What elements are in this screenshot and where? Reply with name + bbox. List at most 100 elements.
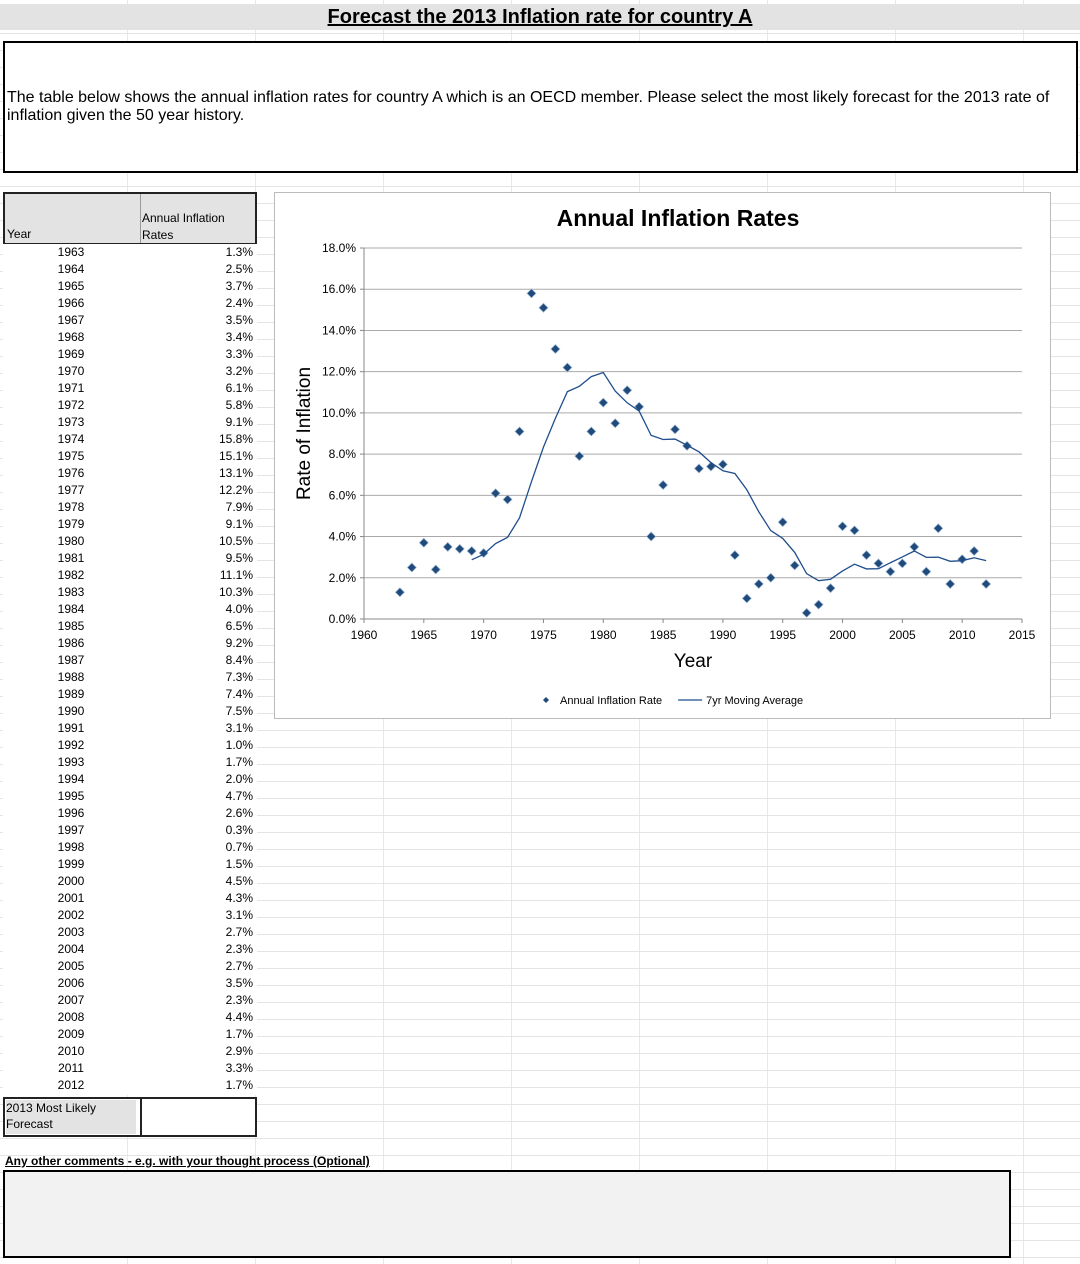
rate-cell: 2.9% [225, 1044, 253, 1058]
rate-cell: 7.5% [225, 704, 253, 718]
rate-cell: 3.4% [225, 330, 253, 344]
legend-swatch [543, 697, 549, 703]
rate-cell: 5.8% [225, 398, 253, 412]
header-year: Year [7, 227, 32, 241]
year-cell: 1984 [57, 602, 85, 616]
data-point [813, 599, 824, 610]
rate-cell: 8.4% [225, 653, 253, 667]
year-cell: 1970 [57, 364, 85, 378]
rate-cell: 6.5% [225, 619, 253, 633]
year-cell: 1985 [57, 619, 85, 633]
header-rate: Annual Inflation Rates [142, 211, 225, 242]
y-tick-label: 4.0% [329, 530, 357, 544]
rate-cell: 1.0% [225, 738, 253, 752]
forecast-row: 2013 Most Likely Forecast [3, 1097, 257, 1137]
rate-cell: 9.1% [225, 415, 253, 429]
rate-cell: 2.5% [225, 262, 253, 276]
year-cell: 1996 [57, 806, 85, 820]
y-tick-label: 12.0% [322, 365, 356, 379]
x-tick-label: 1995 [769, 628, 796, 642]
data-point [981, 578, 992, 589]
data-point [598, 397, 609, 408]
data-point [825, 583, 836, 594]
y-tick-label: 14.0% [322, 323, 356, 337]
year-cell: 1990 [57, 704, 85, 718]
x-tick-label: 2000 [829, 628, 856, 642]
x-tick-label: 1970 [470, 628, 497, 642]
year-cell: 1965 [57, 279, 85, 293]
rate-cell: 2.4% [225, 296, 253, 310]
y-axis-label: Rate of Inflation [294, 367, 315, 500]
rate-cell: 2.7% [225, 925, 253, 939]
year-cell: 2004 [57, 942, 85, 956]
year-cell: 2008 [57, 1010, 85, 1024]
year-cell: 1989 [57, 687, 85, 701]
page-title: Forecast the 2013 Inflation rate for cou… [0, 4, 1080, 30]
rate-cell: 4.4% [225, 1010, 253, 1024]
year-cell: 2005 [57, 959, 85, 973]
data-point [418, 537, 429, 548]
year-cell: 1982 [57, 568, 85, 582]
rate-cell: 2.7% [225, 959, 253, 973]
data-point [670, 424, 681, 435]
data-point [957, 554, 968, 565]
data-point [789, 560, 800, 571]
comments-input[interactable] [3, 1170, 1011, 1258]
data-point [945, 578, 956, 589]
rate-cell: 0.7% [225, 840, 253, 854]
x-tick-label: 1990 [710, 628, 737, 642]
y-tick-label: 16.0% [322, 282, 356, 296]
y-tick-label: 2.0% [329, 571, 357, 585]
rate-cell: 13.1% [218, 466, 253, 480]
rate-cell: 10.3% [218, 585, 253, 599]
data-point [466, 545, 477, 556]
rate-cell: 2.0% [225, 772, 253, 786]
year-cell: 2001 [57, 891, 85, 905]
year-cell: 1975 [57, 449, 85, 463]
rate-cell: 1.5% [225, 857, 253, 871]
year-cell: 1998 [57, 840, 85, 854]
data-point [526, 288, 537, 299]
year-cell: 1997 [57, 823, 85, 837]
chart-frame [274, 192, 1051, 719]
year-cell: 2012 [57, 1078, 85, 1092]
x-tick-label: 1975 [530, 628, 557, 642]
y-tick-label: 10.0% [322, 406, 356, 420]
rate-cell: 6.1% [225, 381, 253, 395]
year-cell: 2003 [57, 925, 85, 939]
y-tick-label: 6.0% [329, 488, 357, 502]
rate-cell: 3.1% [225, 908, 253, 922]
year-cell: 1974 [57, 432, 85, 446]
data-point [777, 517, 788, 528]
year-cell: 2000 [57, 874, 85, 888]
data-point [574, 451, 585, 462]
rate-cell: 9.1% [225, 517, 253, 531]
rate-cell: 3.7% [225, 279, 253, 293]
data-point [837, 521, 848, 532]
data-point [502, 494, 513, 505]
rate-cell: 2.6% [225, 806, 253, 820]
rate-cell: 2.3% [225, 942, 253, 956]
chart: Annual Inflation Rates 0.0% 2.0% 4.0% 6.0% 8.… [274, 192, 1051, 719]
year-cell: 1969 [57, 347, 85, 361]
year-cell: 2002 [57, 908, 85, 922]
table-body: 1963 1.3% 1964 2.5% 1965 3.7% 1966 2.4% 1967 3.5%… [3, 244, 257, 1095]
data-point [861, 550, 872, 561]
rate-cell: 9.5% [225, 551, 253, 565]
rate-cell: 1.7% [225, 1078, 253, 1092]
data-point [622, 385, 633, 396]
year-cell: 1991 [57, 721, 85, 735]
forecast-input[interactable] [140, 1099, 255, 1135]
data-point [921, 566, 932, 577]
moving-average-line [471, 371, 987, 582]
rate-cell: 11.1% [219, 568, 253, 582]
rate-cell: 3.3% [225, 347, 253, 361]
rate-cell: 3.5% [225, 976, 253, 990]
year-cell: 1968 [57, 330, 85, 344]
rate-cell: 10.5% [218, 534, 253, 548]
data-point [849, 525, 860, 536]
x-tick-label: 1965 [410, 628, 437, 642]
data-point [801, 607, 812, 618]
rate-cell: 4.7% [225, 789, 253, 803]
y-tick-label: 8.0% [329, 447, 357, 461]
